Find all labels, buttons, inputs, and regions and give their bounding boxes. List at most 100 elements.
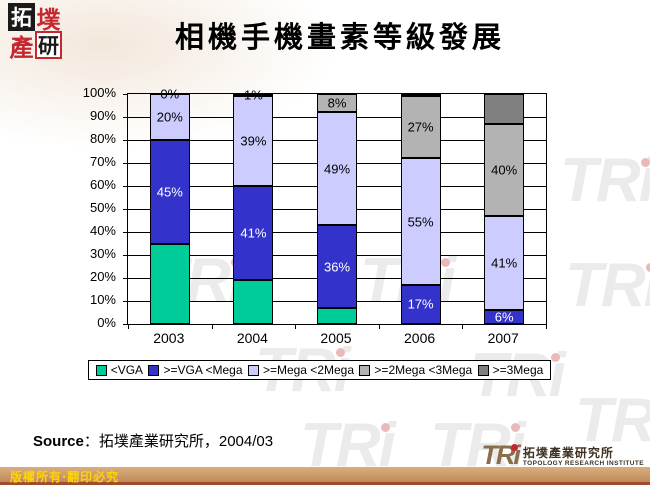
bar-2003: 45% 20% 0%	[149, 88, 190, 324]
x-axis-label: 2003	[153, 330, 185, 346]
segment	[484, 94, 525, 124]
x-axis-label: 2007	[487, 330, 519, 346]
y-tick-label: 70%	[89, 154, 116, 169]
legend-label: >=3Mega	[492, 363, 544, 377]
segment: 41%	[484, 215, 525, 311]
segment	[400, 94, 441, 97]
y-tick-label: 30%	[89, 246, 116, 261]
segment	[233, 280, 274, 324]
legend-item: >=Mega <2Mega	[247, 363, 355, 377]
data-label: 27%	[407, 119, 434, 135]
segment: 41%	[233, 186, 274, 281]
data-label: 41%	[491, 255, 518, 271]
segment	[149, 243, 190, 324]
bar-2005: 36% 49% 8%	[317, 94, 357, 324]
data-label: 49%	[323, 161, 351, 177]
page-title: 相機手機畫素等級發展	[174, 20, 505, 54]
logo-char: 墣	[36, 4, 61, 34]
tri-watermark: TRi	[560, 150, 650, 212]
y-tick-mark	[123, 232, 127, 233]
bar-2007: 6% 41% 40%	[484, 94, 525, 324]
legend-label: <VGA	[110, 363, 144, 377]
y-tick-mark	[123, 163, 127, 164]
company-logo: 拓 墣 產 研	[8, 3, 62, 62]
segment: 17%	[400, 284, 441, 324]
copyright-notice: 版權所有‧翻印必究	[10, 470, 120, 484]
segment: 8%	[317, 94, 357, 113]
data-label: 1%	[243, 87, 263, 103]
source-text: ：拓墣產業研究所，2004/03	[83, 433, 274, 450]
source-note: Source：拓墣產業研究所，2004/03	[33, 430, 273, 451]
segment: 39%	[233, 96, 274, 187]
data-label: 36%	[323, 259, 351, 274]
segment	[317, 307, 357, 324]
tri-logotype: TRi	[481, 440, 520, 470]
plot-area: 45% 20% 0% 41% 39% 1% 36% 49% 8% 17% 55% 27% 6% 41% 40…	[123, 88, 547, 329]
data-label: 45%	[156, 184, 183, 200]
data-label: 40%	[491, 162, 518, 178]
y-tick-mark	[123, 301, 127, 302]
data-label: 41%	[240, 225, 267, 241]
legend-item: >=3Mega	[477, 363, 544, 377]
legend-item: >=VGA <Mega	[148, 363, 243, 377]
x-axis-labels: 2003 2004 2005 2006 2007	[127, 330, 545, 348]
legend-item: >=2Mega <3Mega	[359, 363, 472, 377]
segment: 45%	[149, 140, 190, 244]
legend-swatch-icon	[247, 364, 259, 376]
y-tick-label: 10%	[89, 292, 116, 307]
y-tick-mark	[123, 186, 127, 187]
x-axis-label: 2006	[404, 330, 436, 346]
legend-label: >=VGA <Mega	[163, 363, 243, 377]
data-label: 6%	[494, 309, 514, 325]
data-label: 55%	[407, 214, 434, 230]
segment: 27%	[400, 96, 441, 159]
y-tick-label: 20%	[89, 269, 116, 284]
y-tick-mark	[123, 209, 127, 210]
legend-label: >=Mega <2Mega	[262, 363, 355, 377]
data-label: 17%	[407, 296, 434, 312]
y-tick-label: 40%	[89, 223, 116, 238]
data-label: 0%	[160, 86, 180, 102]
legend-label: >=2Mega <3Mega	[374, 363, 473, 377]
tri-watermark: TRi	[565, 255, 650, 317]
y-tick-label: 100%	[82, 85, 116, 100]
y-tick-mark	[123, 255, 127, 256]
data-label: 39%	[240, 133, 267, 149]
x-tick-mark	[128, 325, 129, 329]
y-tick-mark	[123, 278, 127, 279]
x-tick-mark	[462, 325, 464, 329]
chart-legend: <VGA >=VGA <Mega >=Mega <2Mega >=2Mega <3Me…	[88, 360, 551, 380]
y-tick-label: 90%	[89, 108, 116, 123]
y-tick-mark	[123, 117, 127, 118]
y-tick-label: 0%	[97, 315, 116, 330]
segment: 1%	[233, 89, 274, 102]
segment: 55%	[400, 158, 441, 285]
segment: 49%	[317, 112, 357, 226]
y-tick-mark	[123, 324, 127, 325]
y-tick-label: 50%	[89, 200, 116, 215]
data-label: 20%	[156, 109, 183, 125]
footer-bar	[0, 467, 650, 482]
legend-swatch-icon	[477, 364, 489, 376]
brand-name-english: TOPOLOGY RESEARCH INSTITUTE	[522, 459, 644, 467]
brand-name-chinese: 拓墣產業研究所	[522, 445, 614, 460]
x-tick-mark	[211, 325, 213, 329]
y-tick-label: 80%	[89, 131, 116, 146]
x-tick-mark	[295, 325, 297, 329]
y-tick-mark	[123, 94, 127, 95]
tri-brand-logo: TRi 拓墣產業研究所 TOPOLOGY RESEARCH INSTITUTE	[481, 440, 644, 470]
legend-swatch-icon	[359, 364, 371, 376]
legend-swatch-icon	[148, 364, 160, 376]
x-tick-mark	[546, 325, 547, 329]
logo-char: 研	[35, 31, 62, 59]
legend-swatch-icon	[95, 364, 107, 376]
y-tick-label: 60%	[89, 177, 116, 192]
bar-2006: 17% 55% 27%	[400, 94, 441, 324]
x-axis-label: 2005	[320, 330, 352, 346]
source-label: Source	[33, 433, 84, 450]
segment: 6%	[484, 310, 525, 324]
x-tick-mark	[378, 325, 380, 329]
y-axis-labels: 100% 90% 80% 70% 60% 50% 40% 30% 20% 10% 0%	[78, 86, 122, 330]
y-tick-mark	[123, 140, 127, 141]
